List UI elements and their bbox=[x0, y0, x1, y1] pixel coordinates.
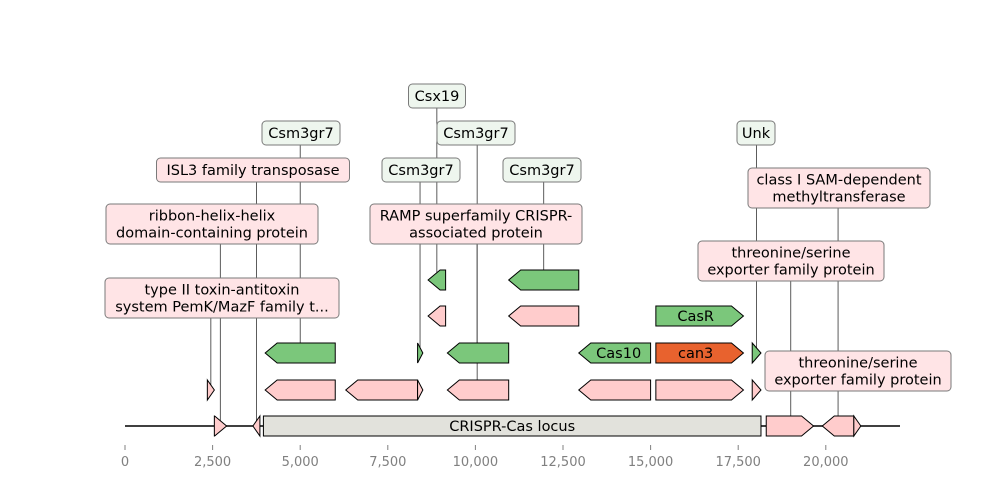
gene-arrows: Cas10 can3 CasR bbox=[206, 269, 862, 438]
annotation-box bbox=[369, 203, 583, 245]
gene-arrow bbox=[417, 342, 424, 364]
annotation-text: RAMP superfamily CRISPR- bbox=[380, 209, 573, 225]
gene-arrow-casr bbox=[655, 305, 745, 327]
x-tick-label: 15,000 bbox=[628, 455, 674, 470]
annotation-label: Unk bbox=[736, 120, 776, 146]
annotation-text: threonine/serine bbox=[798, 356, 917, 372]
annotation-box bbox=[381, 157, 461, 183]
annotation-label: ISL3 family transposase bbox=[156, 157, 350, 183]
annotation-label: Csm3gr7 bbox=[436, 120, 516, 146]
annotation-text: threonine/serine bbox=[731, 246, 850, 262]
gene-arrow bbox=[427, 305, 447, 327]
gene-arrow bbox=[252, 414, 261, 438]
annotation-text: exporter family protein bbox=[707, 263, 874, 279]
gene-arrow bbox=[577, 379, 652, 401]
gene-arrow bbox=[264, 379, 336, 401]
annotation-box bbox=[764, 350, 952, 392]
annotation-text: system PemK/MazF family t... bbox=[115, 300, 329, 316]
x-tick-label: 0 bbox=[121, 455, 129, 470]
gene-arrow bbox=[446, 379, 510, 401]
x-tick-label: 12,500 bbox=[540, 455, 586, 470]
x-tick-label: 10,000 bbox=[453, 455, 499, 470]
annotation-text: associated protein bbox=[409, 226, 543, 242]
annotation-text: methyltransferase bbox=[772, 190, 905, 206]
annotation-box bbox=[736, 120, 776, 146]
gene-arrow bbox=[853, 414, 862, 438]
annotation-text: ISL3 family transposase bbox=[166, 163, 339, 179]
x-axis: 0 2,500 5,000 7,500 10,000 12,500 15,000 17,500… bbox=[121, 445, 849, 470]
annotation-text: Csm3gr7 bbox=[509, 163, 574, 179]
gene-arrow-cas10 bbox=[577, 342, 652, 364]
crispr-cas-locus: CRISPR-Cas locus bbox=[262, 415, 762, 437]
annotation-label: Csm3gr7 bbox=[261, 120, 341, 146]
annotation-label: RAMP superfamily CRISPR-associated prote… bbox=[369, 203, 583, 245]
x-tick-label: 5,000 bbox=[282, 455, 319, 470]
annotation-label: Csm3gr7 bbox=[502, 157, 582, 183]
gene-arrow bbox=[446, 342, 510, 364]
annotation-text: exporter family protein bbox=[774, 373, 941, 389]
gene-arrow bbox=[427, 269, 447, 291]
gene-arrow bbox=[655, 379, 745, 401]
annotation-text: class I SAM-dependent bbox=[756, 173, 921, 189]
gene-arrow bbox=[765, 415, 815, 437]
annotation-box bbox=[261, 120, 341, 146]
annotation-box bbox=[105, 203, 319, 245]
locus-label: CRISPR-Cas locus bbox=[449, 419, 575, 435]
annotation-text: Csm3gr7 bbox=[443, 126, 508, 142]
annotation-box bbox=[408, 83, 466, 109]
gene-arrow-can3 bbox=[655, 342, 745, 364]
gene-arrow bbox=[507, 305, 580, 327]
annotation-box bbox=[436, 120, 516, 146]
gene-arrow bbox=[417, 379, 424, 401]
x-tick-label: 17,500 bbox=[715, 455, 761, 470]
gene-label: Cas10 bbox=[596, 346, 641, 362]
annotation-box bbox=[156, 157, 350, 183]
gene-arrow bbox=[751, 341, 762, 365]
annotation-text: ribbon-helix-helix bbox=[149, 209, 276, 225]
gene-arrow bbox=[507, 269, 580, 291]
annotation-text: Unk bbox=[742, 126, 771, 142]
locus-box bbox=[262, 415, 762, 437]
x-tick-label: 2,500 bbox=[194, 455, 231, 470]
x-tick-label: 7,500 bbox=[369, 455, 406, 470]
gene-arrow bbox=[206, 378, 215, 402]
annotation-box bbox=[747, 167, 931, 209]
annotation-label: Csx19 bbox=[408, 83, 466, 109]
gene-arrow bbox=[821, 415, 855, 437]
gene-label: CasR bbox=[677, 309, 714, 325]
gene-arrow bbox=[264, 342, 336, 364]
annotation-text: type II toxin-antitoxin bbox=[144, 283, 299, 299]
annotation-box bbox=[502, 157, 582, 183]
annotation-text: Csx19 bbox=[415, 89, 460, 105]
annotation-box bbox=[697, 240, 885, 282]
annotation-label: Csm3gr7 bbox=[381, 157, 461, 183]
gene-label: can3 bbox=[678, 346, 713, 362]
gene-arrow bbox=[213, 415, 228, 437]
annotation-text: domain-containing protein bbox=[116, 226, 308, 242]
gene-arrow bbox=[344, 379, 419, 401]
annotation-box bbox=[104, 277, 340, 319]
annotation-text: Csm3gr7 bbox=[268, 126, 333, 142]
annotation-text: Csm3gr7 bbox=[388, 163, 453, 179]
gene-arrow bbox=[751, 378, 762, 402]
x-tick-label: 20,000 bbox=[803, 455, 849, 470]
